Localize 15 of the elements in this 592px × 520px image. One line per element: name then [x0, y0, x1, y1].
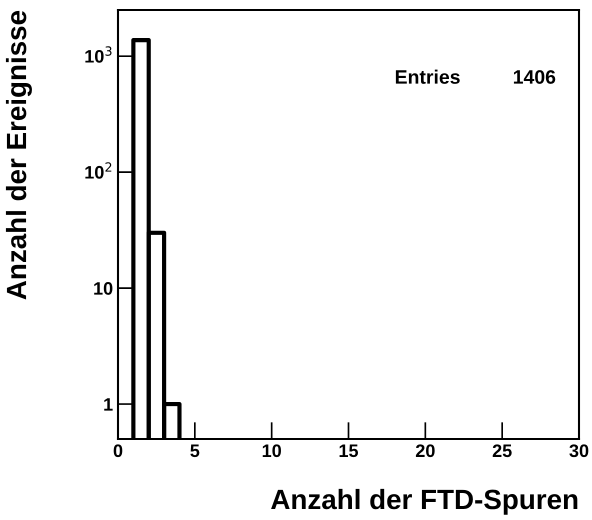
y-tick-label: 10$^{2}$	[85, 162, 112, 179]
y-tick-label: 10$^{3}$	[85, 46, 112, 63]
x-tick-label: 0	[114, 444, 122, 458]
y-tick-label: 10	[94, 282, 112, 295]
x-tick-label: 25	[492, 444, 512, 458]
y-tick-label: 1	[104, 398, 113, 411]
x-tick-label: 30	[569, 444, 588, 458]
annotation: 1406	[514, 70, 556, 84]
y-axis-title: Anzahl der Ereignisse	[6, 10, 32, 300]
x-tick-label: 20	[416, 444, 435, 458]
x-tick-label: 5	[190, 444, 200, 458]
x-tick-label: 10	[262, 444, 281, 458]
annotation: Entries	[396, 70, 460, 84]
x-axis-title: Anzahl der FTD-Spuren	[271, 488, 578, 515]
x-tick-label: 15	[340, 444, 358, 458]
